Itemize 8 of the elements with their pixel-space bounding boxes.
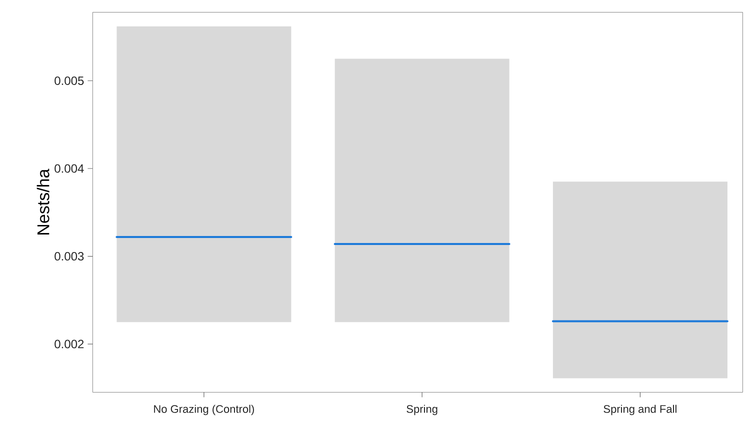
x-tick-label: No Grazing (Control) (154, 404, 254, 416)
y-tick-label: 0.002 (54, 340, 84, 348)
y-axis-title: Nests/ha (36, 168, 50, 234)
x-tick-label: Spring and Fall (604, 404, 676, 416)
x-tick-label: Spring (406, 404, 438, 416)
y-tick-label: 0.005 (54, 76, 84, 86)
y-tick-label: 0.003 (54, 252, 84, 261)
y-tick-label: 0.004 (54, 164, 84, 173)
